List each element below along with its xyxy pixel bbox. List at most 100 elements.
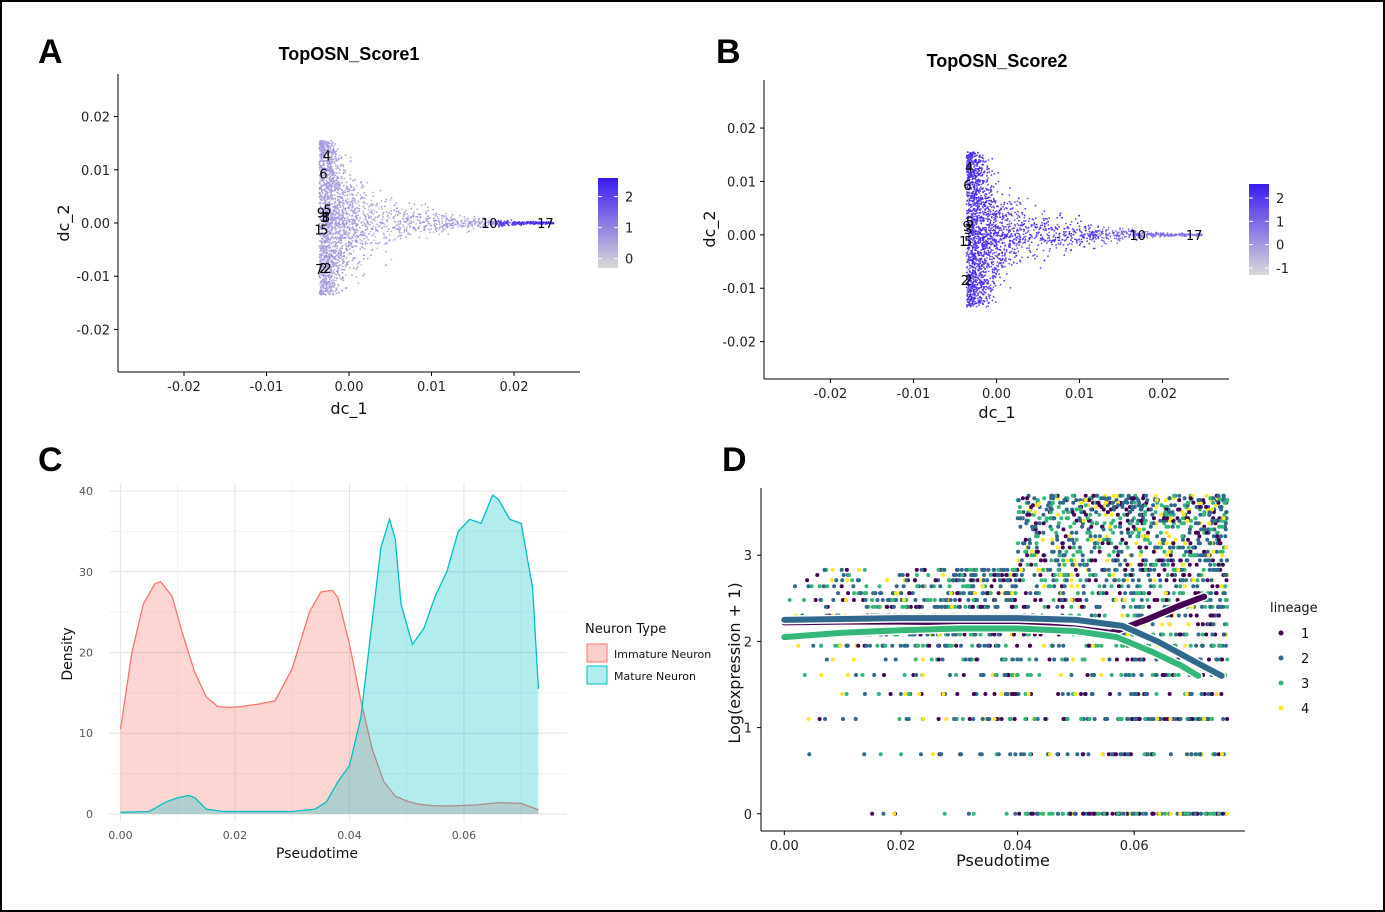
data-point — [1027, 229, 1030, 232]
data-point — [356, 225, 358, 227]
data-point — [366, 219, 368, 222]
data-point — [339, 251, 341, 254]
data-point — [1015, 230, 1018, 232]
data-point — [324, 247, 327, 249]
data-point — [381, 208, 383, 211]
data-point — [973, 266, 975, 268]
data-point — [402, 224, 404, 226]
data-point — [425, 219, 428, 222]
data-point — [378, 241, 381, 244]
data-point — [347, 236, 350, 238]
data-point — [1003, 248, 1006, 251]
data-point — [324, 272, 327, 275]
data-point — [341, 247, 343, 250]
data-point — [1043, 219, 1045, 222]
data-point — [402, 217, 404, 220]
data-point — [435, 223, 438, 226]
data-point — [394, 227, 397, 230]
data-point — [986, 245, 988, 248]
data-point — [369, 217, 371, 219]
data-point — [460, 219, 463, 222]
data-point — [350, 253, 353, 256]
data-point — [359, 239, 362, 241]
data-point — [344, 233, 346, 236]
data-point — [373, 235, 376, 238]
data-point — [473, 215, 476, 218]
data-point — [1028, 247, 1031, 249]
data-point — [445, 215, 447, 217]
data-point — [1040, 234, 1043, 236]
data-point — [976, 279, 979, 282]
data-point — [323, 272, 325, 275]
data-point — [993, 173, 995, 175]
data-point — [356, 218, 359, 221]
data-point — [1008, 236, 1010, 239]
data-point — [327, 142, 330, 145]
data-point — [331, 225, 334, 228]
data-point — [370, 209, 373, 212]
data-point — [334, 194, 336, 197]
data-point — [350, 245, 353, 248]
data-point — [322, 192, 324, 195]
data-point — [992, 225, 995, 228]
data-point — [991, 249, 994, 252]
data-point — [340, 218, 342, 221]
data-point — [1047, 220, 1049, 223]
data-point — [1118, 231, 1120, 234]
data-point — [976, 154, 978, 157]
data-point — [345, 287, 348, 289]
data-point — [989, 186, 992, 189]
data-point — [1006, 234, 1008, 236]
data-point — [1002, 205, 1004, 208]
data-point — [974, 267, 977, 270]
data-point — [966, 154, 968, 157]
data-point — [323, 240, 325, 243]
data-point — [989, 277, 992, 280]
data-point — [322, 152, 325, 154]
data-point — [403, 220, 406, 223]
data-point — [470, 224, 472, 226]
data-point — [456, 220, 459, 223]
data-point — [331, 229, 333, 232]
data-point — [341, 182, 343, 184]
data-point — [328, 265, 331, 268]
data-point — [334, 210, 337, 212]
data-point — [326, 202, 329, 205]
data-point — [1035, 223, 1038, 226]
data-point — [375, 211, 378, 213]
data-point — [363, 254, 365, 257]
data-point — [350, 241, 353, 244]
data-point — [1028, 217, 1031, 220]
data-point — [972, 209, 975, 211]
data-point — [356, 265, 359, 268]
data-point — [1059, 214, 1061, 217]
data-point — [335, 167, 338, 170]
data-point — [330, 287, 333, 289]
data-point — [325, 192, 327, 195]
data-point — [469, 222, 472, 225]
data-point — [322, 196, 324, 199]
data-point — [990, 206, 993, 209]
data-point — [336, 207, 339, 210]
data-point — [1009, 208, 1012, 211]
data-point — [975, 295, 978, 297]
data-point — [1076, 229, 1078, 231]
data-point — [466, 231, 469, 234]
data-point — [1013, 219, 1016, 222]
data-point — [344, 264, 347, 267]
data-point — [393, 220, 396, 223]
data-point — [1007, 244, 1010, 246]
data-point — [1009, 187, 1011, 190]
data-point — [342, 268, 344, 271]
data-point — [979, 240, 982, 242]
data-point — [442, 225, 444, 228]
data-point — [333, 249, 335, 252]
data-point — [338, 275, 341, 277]
data-point — [986, 263, 989, 266]
data-point — [351, 240, 354, 242]
data-point — [985, 223, 988, 226]
data-point — [986, 172, 989, 174]
data-point — [321, 268, 323, 271]
data-point — [333, 214, 336, 216]
data-point — [1081, 240, 1083, 243]
